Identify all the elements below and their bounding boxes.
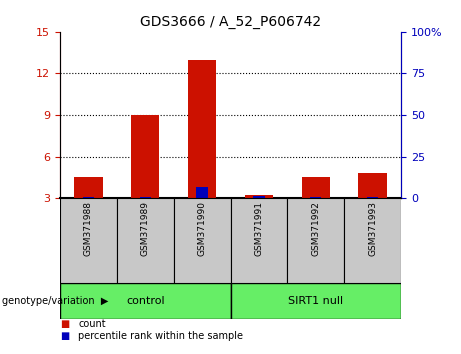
Text: count: count <box>78 319 106 329</box>
Bar <box>310 196 321 198</box>
Bar <box>188 59 216 198</box>
Bar <box>60 198 117 283</box>
Bar <box>367 197 378 198</box>
Bar <box>196 187 208 198</box>
Title: GDS3666 / A_52_P606742: GDS3666 / A_52_P606742 <box>140 16 321 29</box>
Text: GSM371990: GSM371990 <box>198 201 207 256</box>
Bar <box>74 177 102 198</box>
Bar <box>245 195 273 198</box>
Bar <box>60 283 230 319</box>
Text: GSM371989: GSM371989 <box>141 201 150 256</box>
Text: genotype/variation  ▶: genotype/variation ▶ <box>2 296 109 306</box>
Text: GSM371992: GSM371992 <box>311 201 320 256</box>
Text: ■: ■ <box>60 319 69 329</box>
Text: SIRT1 null: SIRT1 null <box>288 296 343 306</box>
Bar <box>358 173 387 198</box>
Bar <box>230 198 287 283</box>
Text: ■: ■ <box>60 331 69 341</box>
Bar <box>174 198 230 283</box>
Bar <box>140 197 151 198</box>
Bar <box>301 177 330 198</box>
Text: control: control <box>126 296 165 306</box>
Bar <box>230 283 401 319</box>
Bar <box>131 115 160 198</box>
Bar <box>83 197 94 198</box>
Bar <box>287 198 344 283</box>
Text: percentile rank within the sample: percentile rank within the sample <box>78 331 243 341</box>
Text: GSM371991: GSM371991 <box>254 201 263 256</box>
Bar <box>117 198 174 283</box>
Bar <box>344 198 401 283</box>
Text: GSM371993: GSM371993 <box>368 201 377 256</box>
Text: GSM371988: GSM371988 <box>84 201 93 256</box>
Bar <box>253 196 265 198</box>
